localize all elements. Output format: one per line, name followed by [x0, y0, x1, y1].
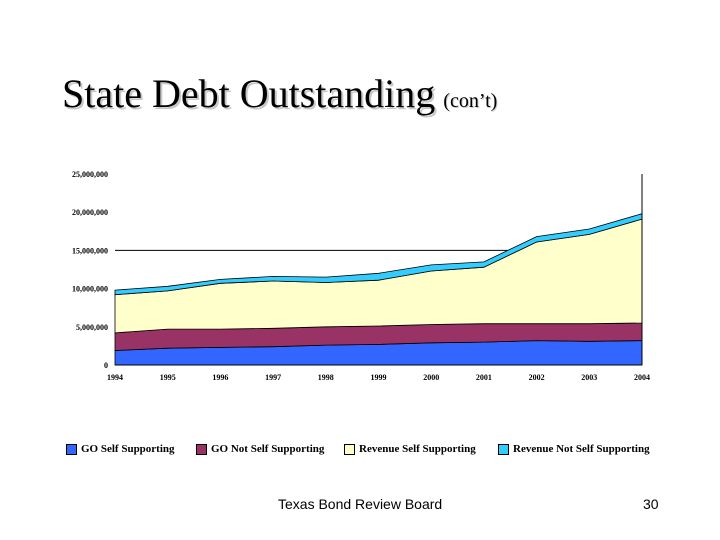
legend-label: GO Self Supporting: [81, 443, 175, 455]
x-tick-label: 1998: [318, 373, 334, 382]
legend-swatch: [196, 443, 207, 455]
x-tick-label: 1999: [371, 373, 387, 382]
y-tick-label: 25,000,000: [72, 170, 108, 179]
legend-item: Revenue Self Supporting: [344, 443, 476, 455]
y-tick-label: 15,000,000: [72, 246, 108, 255]
slide-subtitle: (con’t): [443, 90, 498, 112]
legend-item: GO Not Self Supporting: [196, 443, 324, 455]
x-tick-label: 1994: [107, 373, 123, 382]
x-tick-label: 2002: [529, 373, 545, 382]
x-tick-label: 1995: [160, 373, 176, 382]
x-tick-label: 1997: [265, 373, 281, 382]
slide-title: State Debt Outstanding: [62, 71, 436, 116]
x-tick-label: 1996: [212, 373, 228, 382]
x-tick-label: 2004: [634, 373, 650, 382]
legend-swatch: [498, 443, 509, 455]
legend-item: GO Self Supporting: [66, 443, 175, 455]
legend-label: GO Not Self Supporting: [211, 443, 325, 455]
legend-swatch: [66, 443, 77, 455]
legend-label: Revenue Self Supporting: [359, 443, 476, 455]
x-tick-label: 2003: [581, 373, 597, 382]
footer-text: Texas Bond Review Board: [278, 496, 443, 512]
legend-swatch: [344, 443, 355, 455]
slide-title-block: State Debt Outstanding (con’t): [62, 70, 497, 117]
y-tick-label: 20,000,000: [72, 208, 108, 217]
legend-item: Revenue Not Self Supporting: [498, 443, 650, 455]
legend-label: Revenue Not Self Supporting: [513, 443, 650, 455]
x-tick-label: 2001: [476, 373, 492, 382]
y-tick-label: 10,000,000: [72, 285, 108, 294]
y-tick-label: 5,000,000: [76, 323, 108, 332]
x-tick-label: 2000: [423, 373, 439, 382]
y-tick-label: 0: [104, 361, 108, 370]
page-number: 30: [643, 496, 659, 512]
